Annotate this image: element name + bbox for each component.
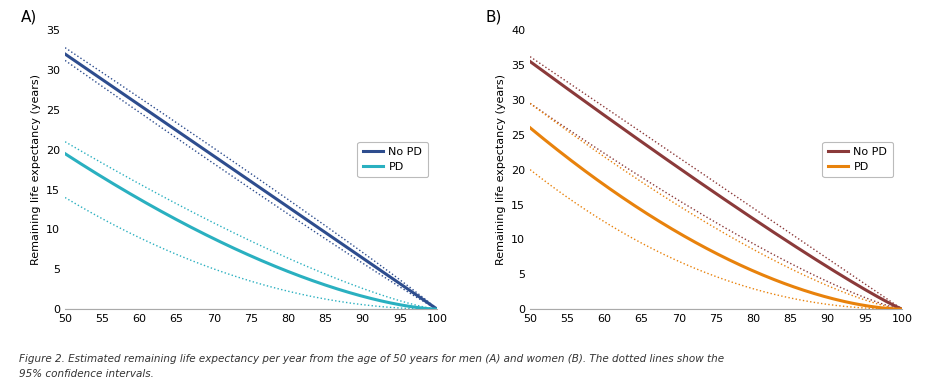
- Text: A): A): [20, 9, 36, 25]
- Y-axis label: Remaining life expectancy (years): Remaining life expectancy (years): [496, 74, 506, 265]
- Legend: No PD, PD: No PD, PD: [357, 142, 428, 177]
- Legend: No PD, PD: No PD, PD: [822, 142, 893, 177]
- Text: B): B): [485, 9, 502, 25]
- Text: 95% confidence intervals.: 95% confidence intervals.: [19, 369, 153, 377]
- Text: Figure 2. Estimated remaining life expectancy per year from the age of 50 years : Figure 2. Estimated remaining life expec…: [19, 354, 724, 365]
- Y-axis label: Remaining life expectancy (years): Remaining life expectancy (years): [31, 74, 41, 265]
